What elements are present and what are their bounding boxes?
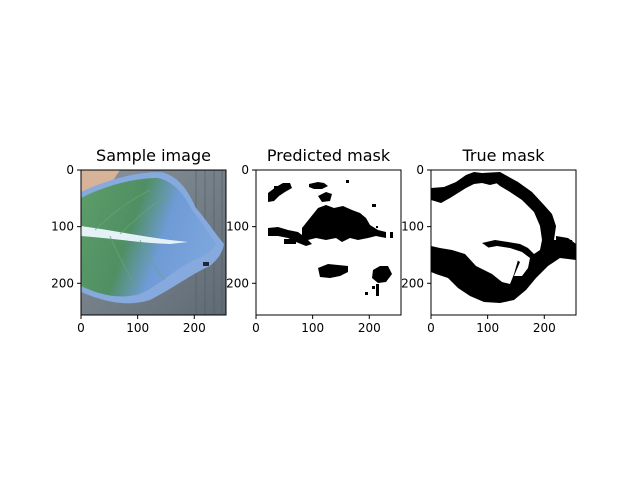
y-tick-label: 100 (51, 220, 74, 234)
x-tick-label: 100 (126, 321, 149, 335)
y-tick-label: 0 (416, 163, 424, 177)
sample-photo (81, 170, 226, 315)
panel-true-mask: True mask 0 100 200 0 100 200 (401, 146, 577, 335)
y-tick-label: 0 (241, 163, 249, 177)
true-mask-image (431, 170, 576, 315)
x-tick-label: 0 (77, 321, 85, 335)
x-tick-label: 200 (533, 321, 556, 335)
y-tick-label: 100 (401, 220, 424, 234)
x-tick-label: 200 (183, 321, 206, 335)
panel-sample-image: Sample image (51, 146, 227, 335)
x-tick-label: 0 (427, 321, 435, 335)
panel-title: True mask (461, 146, 545, 165)
y-tick-label: 200 (226, 276, 249, 290)
predicted-mask-image (256, 170, 401, 315)
axes-frame (80, 169, 227, 316)
x-tick-label: 200 (358, 321, 381, 335)
panel-predicted-mask: Predicted mask (226, 146, 402, 335)
axes-frame (255, 169, 402, 316)
x-tick-label: 100 (301, 321, 324, 335)
panel-title: Sample image (96, 146, 211, 165)
axes-frame (430, 169, 577, 316)
panel-title: Predicted mask (267, 146, 391, 165)
x-tick-label: 0 (252, 321, 260, 335)
y-tick-label: 200 (401, 276, 424, 290)
y-tick-label: 0 (66, 163, 74, 177)
y-tick-label: 200 (51, 276, 74, 290)
y-tick-label: 100 (226, 220, 249, 234)
x-tick-label: 100 (476, 321, 499, 335)
